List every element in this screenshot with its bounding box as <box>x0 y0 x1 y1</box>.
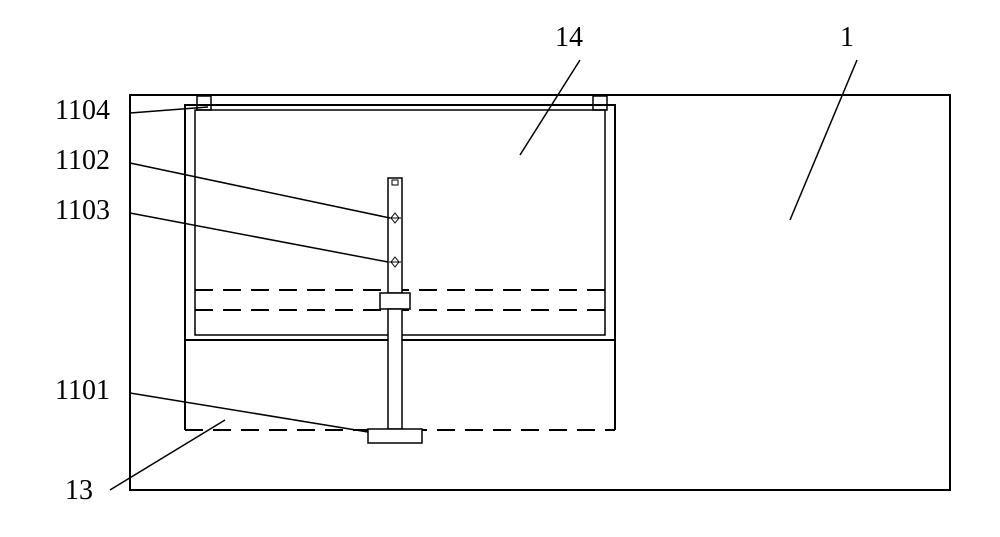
diagram-svg <box>0 0 1000 537</box>
rod-bottom <box>388 309 402 429</box>
leader-14 <box>520 60 580 155</box>
label-1103: 1103 <box>55 195 110 227</box>
label-1: 1 <box>840 22 854 54</box>
label-14: 14 <box>555 22 583 54</box>
leader-1 <box>790 60 857 220</box>
rod-base <box>368 429 422 443</box>
leader-13 <box>110 420 225 490</box>
leader-1102 <box>130 163 390 218</box>
rod-top <box>388 178 402 293</box>
label-1101: 1101 <box>55 375 110 407</box>
technical-diagram: 1 14 1104 1102 1103 1101 13 <box>0 0 1000 537</box>
label-1104: 1104 <box>55 95 110 127</box>
label-13: 13 <box>65 475 93 507</box>
label-1102: 1102 <box>55 145 110 177</box>
rod-collar <box>380 293 410 309</box>
leader-1101 <box>130 393 368 432</box>
leader-1103 <box>130 213 388 262</box>
tab-right <box>593 96 607 110</box>
